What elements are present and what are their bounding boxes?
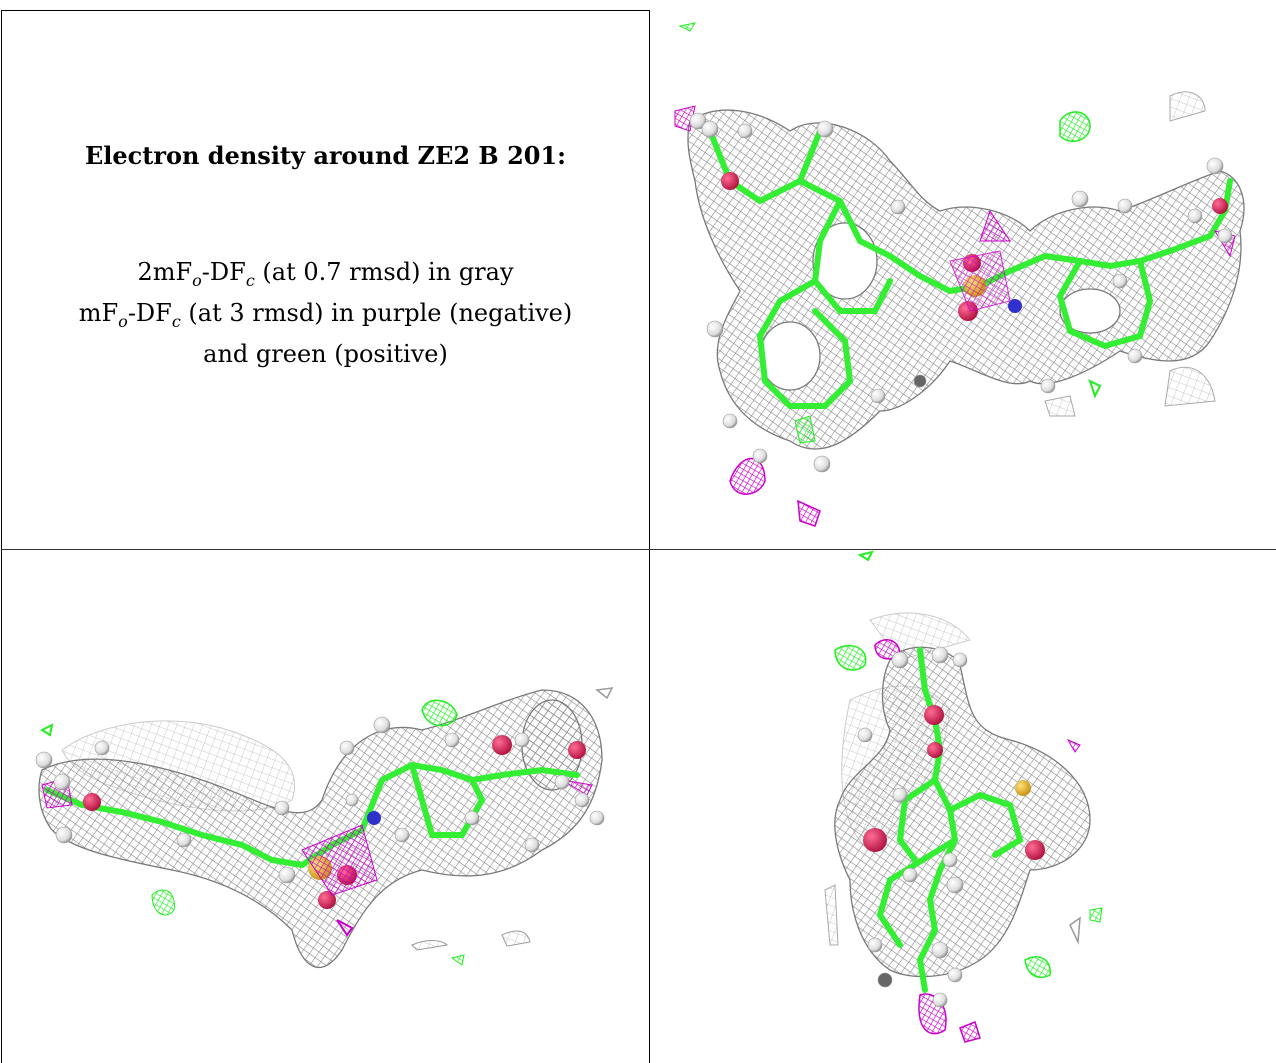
table-divider-horizontal (1, 549, 1276, 550)
figure-title: Electron density around ZE2 B 201: (84, 141, 567, 170)
caption-cell: Electron density around ZE2 B 201: 2mFo-… (2, 11, 649, 549)
molecule-density-view-3-icon (824, 550, 1103, 1043)
view-bottom-right (650, 550, 1276, 1063)
description-line-2: mFo-DFc (at 3 rmsd) in purple (negative) (78, 298, 573, 331)
table-divider-vertical (649, 10, 650, 1063)
description-line-3: and green (positive) (203, 339, 448, 368)
molecule-density-view-1-icon (674, 22, 1245, 527)
view-bottom-left (2, 550, 649, 1063)
table-border-top (1, 10, 650, 11)
table-border-left (1, 10, 2, 1063)
view-top-right (650, 11, 1276, 549)
molecule-density-view-2-icon (35, 687, 614, 969)
figure-description: 2mFo-DFc (at 0.7 rmsd) in gray mFo-DFc (… (2, 256, 649, 371)
description-line-1: 2mFo-DFc (at 0.7 rmsd) in gray (137, 258, 514, 290)
